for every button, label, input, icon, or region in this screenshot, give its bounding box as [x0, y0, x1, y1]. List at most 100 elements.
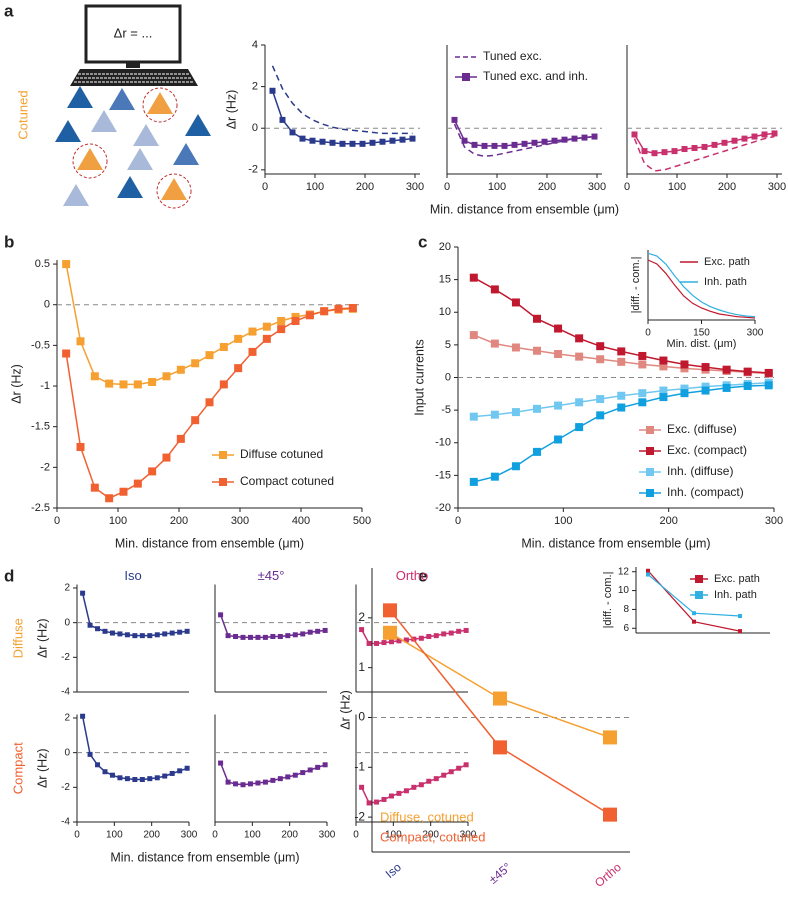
x-axis-label: Min. distance from ensemble (μm) [110, 850, 299, 864]
marker [596, 355, 605, 364]
marker [205, 398, 214, 407]
marker [117, 775, 123, 781]
x-tick-label: Iso [383, 860, 405, 881]
marker [418, 782, 424, 788]
y-tick-label: -2 [61, 782, 70, 793]
marker [119, 487, 128, 496]
chart-title: Ortho [396, 568, 429, 583]
marker [315, 628, 321, 634]
marker [738, 614, 742, 619]
legend-label: Inh. path [704, 276, 747, 288]
x-tick-label: 0 [624, 181, 630, 193]
marker [109, 630, 115, 636]
marker [463, 627, 469, 633]
neuron [67, 86, 93, 108]
marker [511, 343, 520, 352]
marker [133, 380, 142, 389]
marker [307, 767, 313, 773]
x-tick-label: 300 [181, 830, 198, 841]
monitor-stand [126, 62, 140, 68]
x-tick-label: 0 [212, 830, 218, 841]
y-tick-label: 0 [252, 122, 258, 134]
y-tick-label: -10 [435, 437, 451, 449]
x-tick-label: 300 [319, 830, 336, 841]
y-tick-label: -2.5 [31, 502, 50, 514]
marker [300, 631, 306, 637]
marker [490, 339, 499, 348]
marker [441, 772, 447, 778]
neuron [91, 110, 117, 132]
marker [169, 630, 175, 636]
marker [105, 494, 114, 503]
marker [521, 140, 528, 147]
neuron [161, 178, 187, 200]
x-tick-label: 100 [668, 181, 686, 193]
neuron [185, 114, 211, 136]
y-tick-label: 0 [445, 371, 451, 383]
marker [411, 784, 417, 790]
panel-label: b [4, 232, 14, 251]
marker [95, 626, 101, 632]
y-tick-label: -4 [61, 817, 70, 828]
x-axis-label: Min. distance from ensemble (μm) [115, 536, 304, 550]
x-tick-label: 100 [244, 830, 261, 841]
marker [493, 740, 507, 755]
marker [659, 386, 668, 395]
y-axis-label: Input currents [412, 339, 426, 415]
marker [248, 347, 257, 356]
x-tick-label: 400 [292, 515, 310, 527]
marker [292, 632, 298, 638]
marker [471, 141, 478, 148]
marker [319, 138, 326, 145]
marker [659, 393, 668, 402]
marker [403, 788, 409, 794]
marker [87, 622, 93, 628]
marker [262, 322, 271, 331]
marker [262, 634, 268, 640]
marker [162, 631, 168, 637]
marker [617, 403, 626, 412]
marker [291, 316, 300, 325]
marker [659, 362, 668, 371]
keys [74, 73, 194, 83]
panel-label: a [4, 1, 14, 20]
y-tick-label: 10 [439, 306, 451, 318]
marker [270, 777, 276, 783]
marker [403, 637, 409, 643]
x-tick-label: 300 [231, 515, 249, 527]
marker [680, 384, 689, 393]
x-tick-label: 100 [109, 515, 127, 527]
x-tick-label: 200 [659, 515, 677, 527]
y-axis-label: |diff. - com.| [602, 572, 614, 629]
marker [147, 633, 153, 639]
neuron [117, 176, 143, 198]
marker [225, 633, 231, 639]
marker [309, 137, 316, 144]
x-tick-label: 500 [353, 515, 371, 527]
x-axis-label: Min. dist. (μm) [667, 338, 737, 350]
marker [751, 133, 758, 140]
marker [596, 411, 605, 420]
marker [247, 634, 253, 640]
legend-swatch [695, 575, 703, 583]
marker [533, 346, 541, 355]
series-line [271, 65, 413, 135]
legend-label: Compact cotuned [240, 474, 334, 488]
marker [469, 412, 478, 421]
marker [409, 135, 416, 142]
x-tick-label: 200 [538, 181, 556, 193]
y-axis-label: Δr (Hz) [224, 90, 238, 130]
x-tick-label: 100 [488, 181, 506, 193]
marker [575, 423, 584, 432]
y-tick-label: 10 [618, 585, 630, 596]
marker [177, 768, 183, 774]
marker [501, 142, 508, 149]
marker [80, 713, 86, 719]
marker [349, 140, 356, 147]
marker [300, 770, 306, 776]
y-tick-label: 0 [64, 617, 70, 628]
marker [234, 364, 243, 373]
y-axis-label: Δr (Hz) [338, 690, 352, 730]
marker [617, 357, 626, 366]
marker [638, 398, 647, 407]
